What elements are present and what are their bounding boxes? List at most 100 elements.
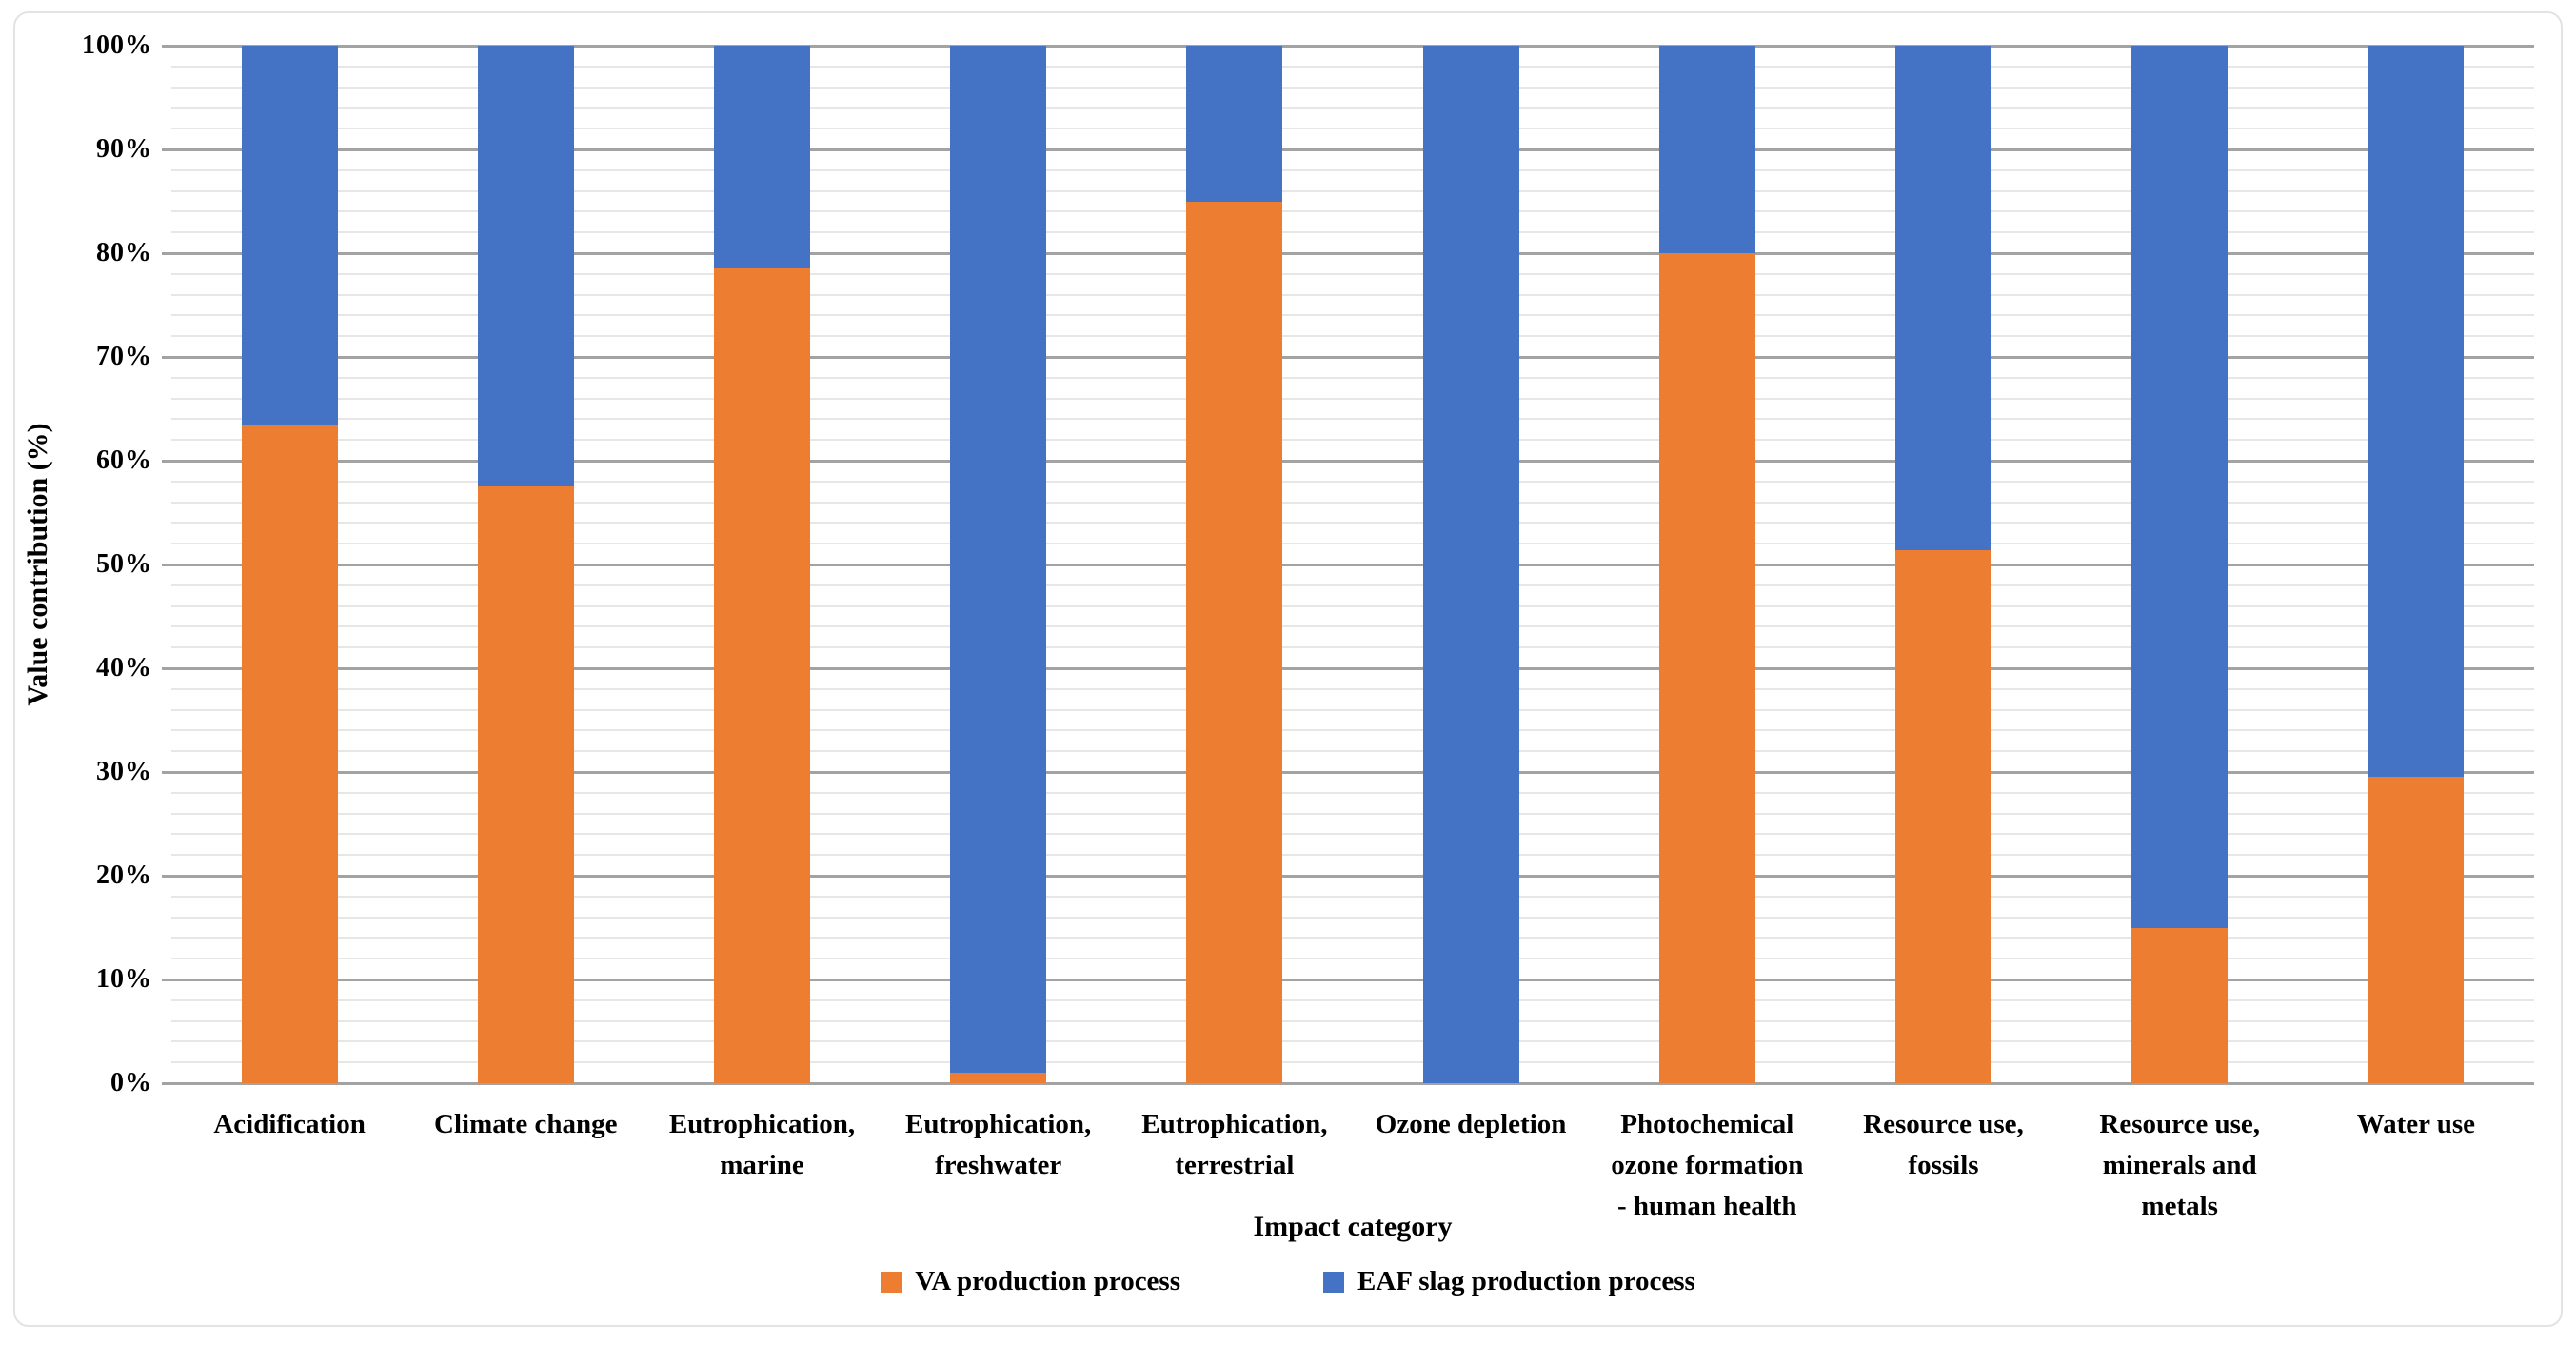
x-category-label-line: freshwater: [935, 1150, 1062, 1180]
minor-gridline: [171, 708, 2534, 711]
major-gridline: [162, 1081, 2534, 1085]
major-gridline: [162, 148, 2534, 151]
bar-segment-eaf-slag-production: [2368, 46, 2465, 778]
minor-gridline: [171, 501, 2534, 504]
bar-segment-eaf-slag-production: [714, 46, 810, 269]
minor-gridline: [171, 480, 2534, 483]
x-category-label-line: Ozone depletion: [1375, 1109, 1567, 1139]
x-category-label-line: fossils: [1908, 1150, 1979, 1180]
minor-gridline: [171, 916, 2534, 919]
minor-gridline: [171, 729, 2534, 732]
minor-gridline: [171, 210, 2534, 213]
x-category-label: Ozone depletion: [1348, 1104, 1594, 1145]
minor-gridline: [171, 418, 2534, 421]
bar-segment-va-production: [2368, 777, 2465, 1083]
y-tick-label: 80%: [96, 238, 152, 267]
minor-gridline: [171, 646, 2534, 649]
minor-gridline: [171, 854, 2534, 857]
legend-label: EAF slag production process: [1357, 1266, 1695, 1296]
y-tick-label: 100%: [82, 30, 152, 60]
y-axis-title: Value contribution (%): [22, 423, 53, 706]
x-category-label-line: Eutrophication,: [668, 1109, 856, 1139]
major-gridline: [162, 563, 2534, 566]
minor-gridline: [171, 168, 2534, 171]
minor-gridline: [171, 750, 2534, 753]
minor-gridline: [171, 833, 2534, 836]
major-gridline: [162, 44, 2534, 48]
major-gridline: [162, 666, 2534, 670]
x-category-label: Eutrophication, terrestrial: [1112, 1104, 1357, 1186]
minor-gridline: [171, 107, 2534, 109]
minor-gridline: [171, 314, 2534, 317]
bar-segment-eaf-slag-production: [1422, 46, 1519, 1083]
x-category-label-line: Resource use,: [2099, 1109, 2260, 1139]
y-tick-label: 30%: [96, 757, 152, 786]
major-gridline: [162, 459, 2534, 463]
minor-gridline: [171, 397, 2534, 400]
legend-label: VA production process: [915, 1266, 1181, 1296]
bar-segment-va-production: [1186, 201, 1283, 1083]
x-category-label: Water use: [2293, 1104, 2539, 1145]
bar-segment-va-production: [477, 486, 574, 1083]
legend: VA production process EAF slag production…: [0, 1266, 2576, 1297]
x-category-label-line: - human health: [1617, 1191, 1797, 1221]
minor-gridline: [171, 958, 2534, 960]
bar-segment-va-production: [950, 1073, 1047, 1083]
x-category-label-line: marine: [720, 1150, 804, 1180]
legend-swatch-icon: [881, 1271, 902, 1293]
x-category-label: Acidification: [167, 1104, 412, 1145]
minor-gridline: [171, 937, 2534, 940]
x-axis-title: Impact category: [1253, 1211, 1453, 1242]
x-category-label-line: Acidification: [213, 1109, 366, 1139]
minor-gridline: [171, 376, 2534, 379]
minor-gridline: [171, 583, 2534, 586]
bar-segment-eaf-slag-production: [950, 46, 1047, 1074]
minor-gridline: [171, 189, 2534, 192]
bar-segment-eaf-slag-production: [1895, 46, 1991, 550]
x-category-label: Resource use, minerals and metals: [2057, 1104, 2303, 1227]
x-category-label: Resource use, fossils: [1820, 1104, 2066, 1186]
x-category-label-line: Resource use,: [1863, 1109, 2024, 1139]
bar-segment-eaf-slag-production: [1658, 46, 1755, 253]
x-category-label-line: Eutrophication,: [905, 1109, 1092, 1139]
bar-segment-eaf-slag-production: [241, 46, 338, 425]
minor-gridline: [171, 1040, 2534, 1043]
bar-segment-eaf-slag-production: [1186, 46, 1283, 202]
minor-gridline: [171, 65, 2534, 68]
bar-segment-eaf-slag-production: [2131, 46, 2229, 928]
x-category-label-line: terrestrial: [1175, 1150, 1295, 1180]
x-category-label-line: metals: [2141, 1191, 2218, 1221]
y-tick-label: 20%: [96, 860, 152, 890]
minor-gridline: [171, 335, 2534, 338]
minor-gridline: [171, 687, 2534, 690]
bar-segment-va-production: [241, 424, 338, 1083]
bar-segment-va-production: [1895, 549, 1991, 1083]
minor-gridline: [171, 999, 2534, 1001]
x-category-label: Climate change: [403, 1104, 648, 1145]
x-category-label-line: Eutrophication,: [1141, 1109, 1328, 1139]
legend-item-va-production: VA production process: [881, 1266, 1180, 1297]
bar-segment-va-production: [714, 268, 810, 1083]
x-category-label: Eutrophication, freshwater: [876, 1104, 1121, 1186]
minor-gridline: [171, 231, 2534, 234]
legend-swatch-icon: [1323, 1271, 1345, 1293]
minor-gridline: [171, 625, 2534, 628]
y-tick-label: 40%: [96, 653, 152, 682]
major-gridline: [162, 251, 2534, 255]
x-category-label-line: minerals and: [2102, 1150, 2257, 1180]
x-category-label-line: ozone formation: [1611, 1150, 1804, 1180]
bar-segment-va-production: [1658, 253, 1755, 1083]
minor-gridline: [171, 895, 2534, 898]
legend-item-eaf-slag-production: EAF slag production process: [1323, 1266, 1695, 1297]
minor-gridline: [171, 812, 2534, 815]
bar-segment-va-production: [2131, 927, 2229, 1083]
y-tick-label: 60%: [96, 445, 152, 475]
minor-gridline: [171, 604, 2534, 607]
y-tick-label: 90%: [96, 134, 152, 164]
minor-gridline: [171, 791, 2534, 794]
x-category-label: Eutrophication, marine: [639, 1104, 884, 1186]
x-category-label-line: Photochemical: [1620, 1109, 1794, 1139]
major-gridline: [162, 978, 2534, 981]
